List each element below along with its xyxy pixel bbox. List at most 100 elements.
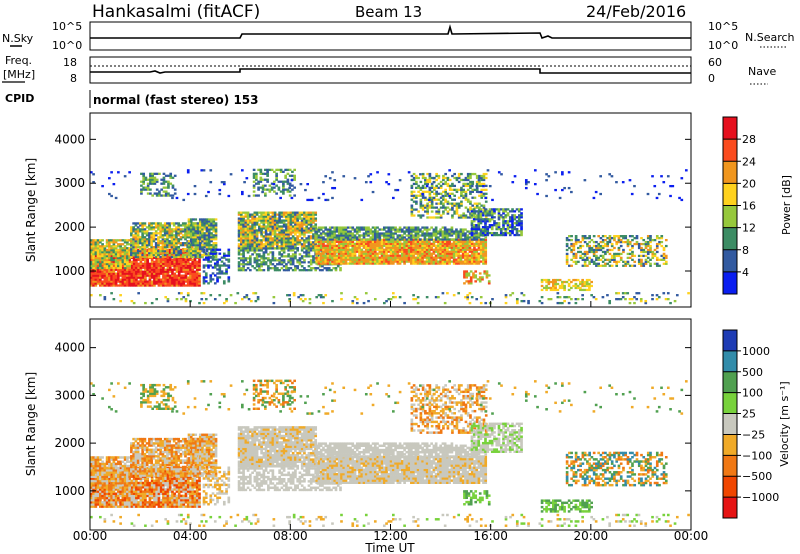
power-echo-cell xyxy=(387,248,391,251)
power-echo-cell xyxy=(198,236,202,239)
power-echo-cell xyxy=(262,213,266,216)
power-echo-cell xyxy=(164,260,168,263)
power-echo-cell xyxy=(114,284,118,287)
power-echo-cell xyxy=(202,264,206,267)
power-echo-cell xyxy=(141,270,145,273)
power-echo-cell xyxy=(175,270,179,273)
power-echo-cell xyxy=(455,190,459,193)
power-echo-cell xyxy=(312,237,315,240)
power-echo-cell xyxy=(358,246,361,249)
power-echo-cell xyxy=(298,225,302,228)
power-echo-cell xyxy=(162,266,165,269)
power-echo-cell xyxy=(396,246,400,249)
power-echo-cell xyxy=(472,220,476,223)
power-echo-cell xyxy=(416,262,420,265)
power-echo-cell xyxy=(517,224,521,227)
power-echo-cell xyxy=(328,238,332,241)
power-echo-cell xyxy=(412,178,416,182)
power-echo-cell xyxy=(181,242,185,245)
power-echo-cell xyxy=(328,232,332,235)
power-echo-cell xyxy=(464,216,468,219)
power-echo-cell xyxy=(469,282,473,285)
power-echo-cell xyxy=(271,247,275,250)
power-echo-cell xyxy=(482,174,486,178)
power-echo-cell xyxy=(385,262,388,265)
power-echo-cell xyxy=(369,260,373,263)
power-echo-cell xyxy=(157,253,160,257)
power-echo-cell xyxy=(428,206,432,209)
power-echo-cell xyxy=(132,262,136,265)
power-echo-cell xyxy=(314,225,318,228)
power-echo-cell xyxy=(362,246,366,249)
power-echo-cell xyxy=(426,178,429,182)
power-echo-cell xyxy=(495,226,499,229)
power-echo-cell xyxy=(255,194,258,197)
power-echo-cell xyxy=(364,256,368,259)
power-echo-cell xyxy=(477,256,481,259)
power-echo-cell xyxy=(470,248,474,251)
power-echo-cell xyxy=(126,251,129,254)
power-echo-cell xyxy=(201,218,204,221)
power-echo-cell xyxy=(448,230,451,233)
power-echo-cell xyxy=(172,240,176,243)
power-echo-cell xyxy=(417,194,420,197)
power-echo-cell xyxy=(349,244,352,247)
power-echo-cell xyxy=(376,226,379,229)
power-echo-cell xyxy=(209,280,213,283)
power-echo-cell xyxy=(172,244,176,247)
power-echo-cell xyxy=(396,228,400,231)
power-echo-cell xyxy=(168,262,172,265)
power-echo-cell xyxy=(132,264,136,267)
power-echo-cell xyxy=(99,266,102,270)
power-echo-cell xyxy=(130,268,134,271)
power-echo-cell xyxy=(130,272,134,275)
power-echo-cell xyxy=(369,240,373,243)
power-echo-cell xyxy=(162,280,165,283)
power-echo-cell xyxy=(271,233,275,236)
power-echo-cell xyxy=(495,208,499,211)
power-echo-cell xyxy=(437,262,440,265)
power-echo-cell xyxy=(162,258,165,261)
power-echo-cell xyxy=(474,276,478,279)
power-echo-cell xyxy=(488,231,492,235)
power-echo-cell xyxy=(136,244,140,247)
power-echo-cell xyxy=(439,240,442,243)
power-echo-cell xyxy=(99,249,102,252)
power-echo-cell xyxy=(222,256,226,259)
power-echo-cell xyxy=(92,248,95,252)
power-echo-cell xyxy=(378,232,382,235)
power-echo-cell xyxy=(460,202,463,205)
power-echo-cell xyxy=(511,222,514,225)
power-echo-cell xyxy=(446,182,450,186)
power-echo-cell xyxy=(207,253,211,257)
power-echo-cell xyxy=(403,236,406,239)
power-echo-cell xyxy=(473,216,477,219)
power-echo-cell xyxy=(340,226,343,229)
power-echo-cell xyxy=(412,252,415,255)
power-echo-cell xyxy=(461,232,465,235)
power-echo-cell xyxy=(209,260,213,263)
power-echo-cell xyxy=(482,252,485,255)
power-echo-cell xyxy=(434,240,438,243)
power-echo-cell xyxy=(360,244,364,247)
power-echo-cell xyxy=(204,264,208,267)
power-echo-cell xyxy=(285,241,288,244)
power-echo-cell xyxy=(468,250,472,253)
power-echo-cell xyxy=(486,226,490,229)
power-echo-cell xyxy=(168,268,172,271)
power-echo-cell xyxy=(346,226,350,229)
power-echo-cell xyxy=(364,234,368,237)
power-echo-cell xyxy=(282,259,286,262)
power-echo-cell xyxy=(252,184,256,187)
power-echo-cell xyxy=(184,264,188,267)
power-echo-cell xyxy=(355,248,359,251)
power-echo-cell xyxy=(212,224,216,227)
power-echo-cell xyxy=(130,226,133,229)
power-echo-cell xyxy=(96,280,100,283)
power-echo-cell xyxy=(130,266,134,269)
power-echo-cell xyxy=(294,225,297,228)
power-echo-cell xyxy=(459,258,463,261)
power-echo-cell xyxy=(259,176,263,179)
power-echo-cell xyxy=(261,186,265,189)
power-echo-cell xyxy=(421,206,425,209)
